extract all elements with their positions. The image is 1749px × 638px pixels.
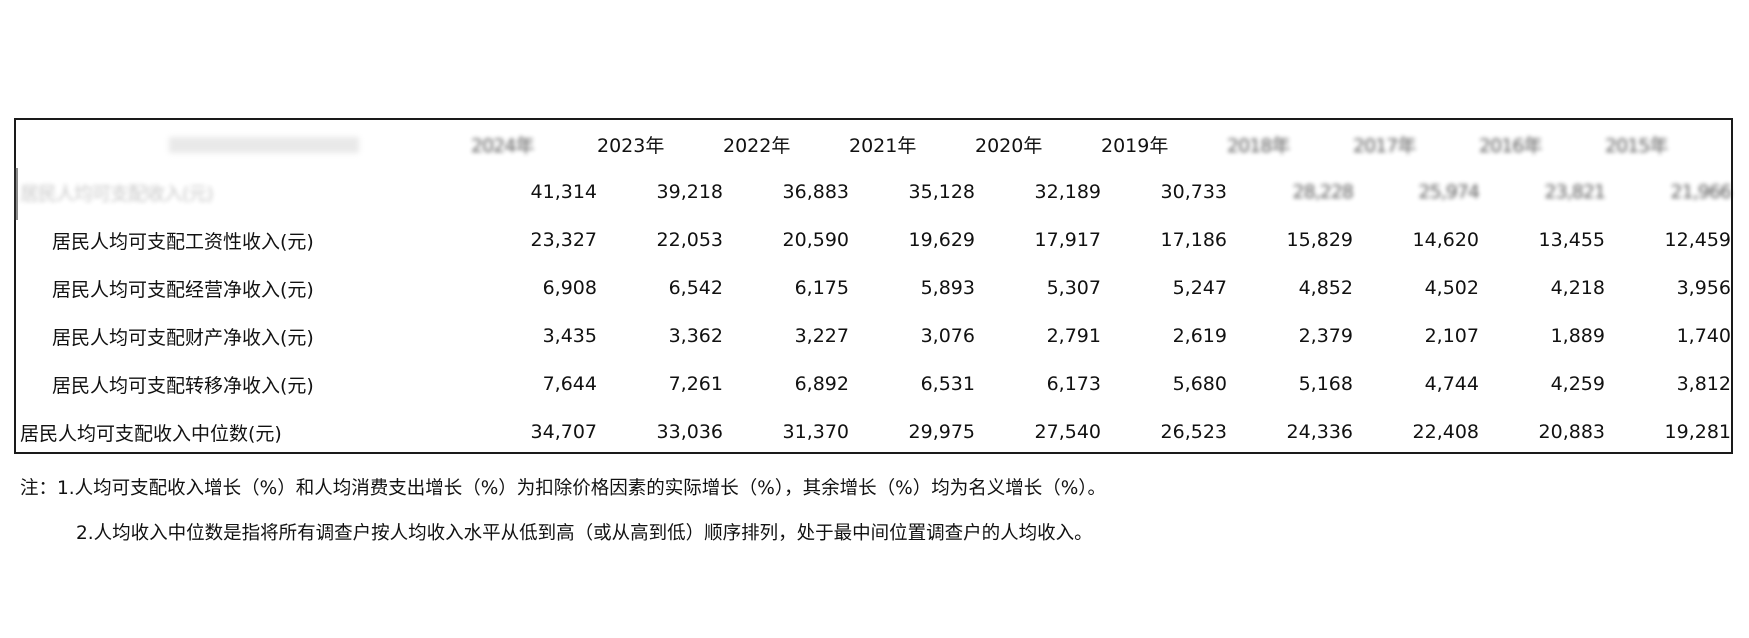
- value-cell: 2,107: [1424, 325, 1479, 347]
- value-cell: 14,620: [1412, 229, 1479, 251]
- value-cell: 7,261: [668, 373, 723, 395]
- value-cell: 39,218: [656, 181, 723, 203]
- value-cell: 17,917: [1034, 229, 1101, 251]
- value-cell: 1,889: [1550, 325, 1605, 347]
- value-cell: 3,362: [668, 325, 723, 347]
- header-row: 2024年 2023年 2022年 2021年 2020年 2019年 2018…: [16, 120, 1731, 168]
- value-cell: 26,523: [1160, 421, 1227, 443]
- row-label: 居民人均可支配财产净收入(元): [52, 326, 314, 349]
- row-label: 居民人均可支配收入中位数(元): [20, 422, 282, 445]
- header-label-cell: [16, 120, 471, 168]
- row-label: 居民人均可支配收入(元): [20, 182, 214, 205]
- value-cell: 23,327: [530, 229, 597, 251]
- value-cell: 6,175: [794, 277, 849, 299]
- value-cell: 4,502: [1424, 277, 1479, 299]
- year-header: 2020年: [975, 134, 1043, 157]
- value-cell: 2,791: [1046, 325, 1101, 347]
- value-cell: 15,829: [1286, 229, 1353, 251]
- row-label: 居民人均可支配工资性收入(元): [52, 230, 314, 253]
- value-cell: 22,053: [656, 229, 723, 251]
- note-2: 2.人均收入中位数是指将所有调查户按人均收入水平从低到高（或从高到低）顺序排列，…: [76, 523, 1093, 544]
- value-cell: 4,852: [1298, 277, 1353, 299]
- value-cell: 6,173: [1046, 373, 1101, 395]
- value-cell: 5,680: [1172, 373, 1227, 395]
- value-cell: 25,974: [1418, 181, 1480, 203]
- year-header: 2023年: [597, 134, 665, 157]
- blank-header-area: [0, 0, 1749, 118]
- year-header: 2022年: [723, 134, 791, 157]
- value-cell: 12,459: [1664, 229, 1731, 251]
- income-statistics-table: 2024年 2023年 2022年 2021年 2020年 2019年 2018…: [16, 120, 1732, 456]
- value-cell: 35,128: [908, 181, 975, 203]
- row-label: 居民人均可支配经营净收入(元): [52, 278, 314, 301]
- value-cell: 36,883: [782, 181, 849, 203]
- year-header: 2021年: [849, 134, 917, 157]
- year-header: 2024年: [471, 134, 534, 157]
- value-cell: 1,740: [1676, 325, 1731, 347]
- value-cell: 6,542: [668, 277, 723, 299]
- value-cell: 6,908: [542, 277, 597, 299]
- table-row: 居民人均可支配收入中位数(元) 34,707 33,036 31,370 29,…: [16, 408, 1731, 456]
- value-cell: 27,540: [1034, 421, 1101, 443]
- value-cell: 33,036: [656, 421, 723, 443]
- value-cell: 2,379: [1298, 325, 1353, 347]
- value-cell: 5,247: [1172, 277, 1227, 299]
- value-cell: 30,733: [1160, 181, 1227, 203]
- value-cell: 31,370: [782, 421, 849, 443]
- value-cell: 28,228: [1292, 181, 1354, 203]
- table-row: 居民人均可支配工资性收入(元) 23,327 22,053 20,590 19,…: [16, 216, 1731, 264]
- value-cell: 5,168: [1298, 373, 1353, 395]
- value-cell: 4,259: [1550, 373, 1605, 395]
- value-cell: 4,218: [1550, 277, 1605, 299]
- year-header: 2015年: [1605, 134, 1668, 157]
- value-cell: 3,435: [542, 325, 597, 347]
- value-cell: 19,629: [908, 229, 975, 251]
- value-cell: 6,531: [920, 373, 975, 395]
- value-cell: 24,336: [1286, 421, 1353, 443]
- table-row: 居民人均可支配财产净收入(元) 3,435 3,362 3,227 3,076 …: [16, 312, 1731, 360]
- row-label: 居民人均可支配转移净收入(元): [52, 374, 314, 397]
- value-cell: 6,892: [794, 373, 849, 395]
- value-cell: 7,644: [542, 373, 597, 395]
- table-notes: 注：1.人均可支配收入增长（%）和人均消费支出增长（%）为扣除价格因素的实际增长…: [20, 466, 1720, 556]
- table-row: 居民人均可支配转移净收入(元) 7,644 7,261 6,892 6,531 …: [16, 360, 1731, 408]
- value-cell: 13,455: [1538, 229, 1605, 251]
- value-cell: 4,744: [1424, 373, 1479, 395]
- year-header: 2018年: [1227, 134, 1290, 157]
- value-cell: 23,821: [1544, 181, 1606, 203]
- value-cell: 22,408: [1412, 421, 1479, 443]
- table-row: 居民人均可支配经营净收入(元) 6,908 6,542 6,175 5,893 …: [16, 264, 1731, 312]
- value-cell: 3,956: [1676, 277, 1731, 299]
- value-cell: 5,893: [920, 277, 975, 299]
- table-row: 居民人均可支配收入(元) 41,314 39,218 36,883 35,128…: [16, 168, 1732, 216]
- table-border: [14, 118, 1733, 454]
- table-left-accent: [14, 168, 18, 220]
- year-header: 2019年: [1101, 134, 1169, 157]
- value-cell: 19,281: [1664, 421, 1731, 443]
- value-cell: 3,812: [1676, 373, 1731, 395]
- value-cell: 32,189: [1034, 181, 1101, 203]
- value-cell: 34,707: [530, 421, 597, 443]
- value-cell: 20,590: [782, 229, 849, 251]
- value-cell: 2,619: [1172, 325, 1227, 347]
- value-cell: 21,966: [1670, 181, 1732, 203]
- year-header: 2016年: [1479, 134, 1542, 157]
- value-cell: 3,227: [794, 325, 849, 347]
- value-cell: 3,076: [920, 325, 975, 347]
- value-cell: 41,314: [530, 181, 597, 203]
- value-cell: 29,975: [908, 421, 975, 443]
- value-cell: 17,186: [1160, 229, 1227, 251]
- year-header: 2017年: [1353, 134, 1416, 157]
- value-cell: 20,883: [1538, 421, 1605, 443]
- note-1: 注：1.人均可支配收入增长（%）和人均消费支出增长（%）为扣除价格因素的实际增长…: [20, 478, 1107, 499]
- value-cell: 5,307: [1046, 277, 1101, 299]
